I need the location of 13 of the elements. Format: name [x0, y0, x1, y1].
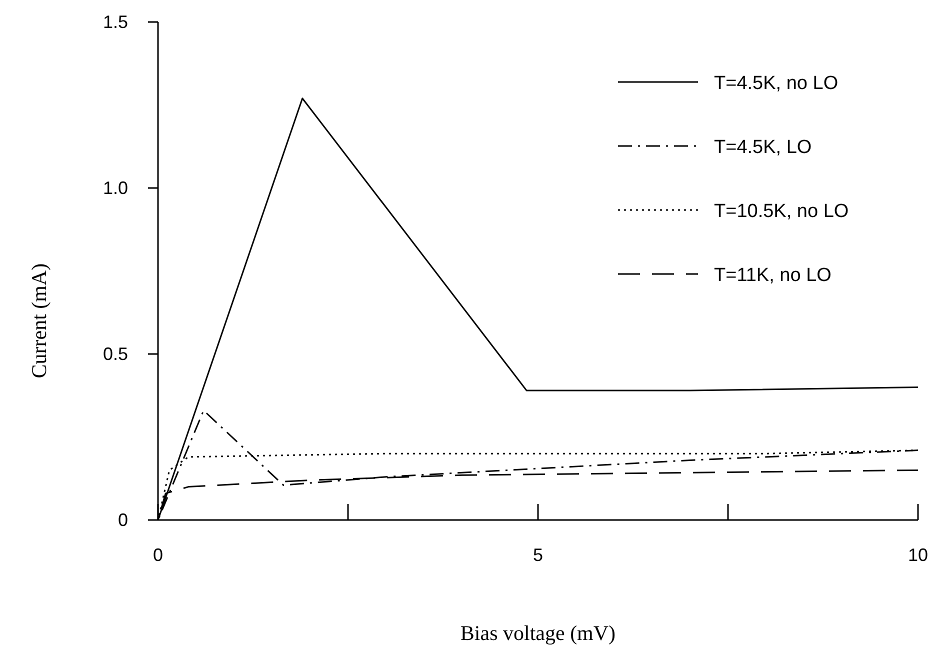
- y-tick-label: 1.0: [102, 178, 128, 198]
- legend-label: T=10.5K, no LO: [714, 201, 849, 222]
- y-tick-label: 0: [118, 510, 128, 530]
- x-tick-label: 5: [532, 544, 544, 565]
- x-tick-label: 10: [908, 544, 928, 565]
- x-axis-title: Bias voltage (mV): [460, 621, 616, 645]
- legend-label: T=11K, no LO: [714, 265, 832, 286]
- legend-label: T=4.5K, LO: [714, 137, 812, 158]
- x-tick-label: 0: [152, 544, 164, 565]
- y-tick-label: 1.5: [102, 12, 128, 32]
- legend-label: T=4.5K, no LO: [714, 73, 838, 94]
- y-tick-label: 0.5: [102, 344, 128, 364]
- y-axis-title: Current (mA): [27, 263, 51, 378]
